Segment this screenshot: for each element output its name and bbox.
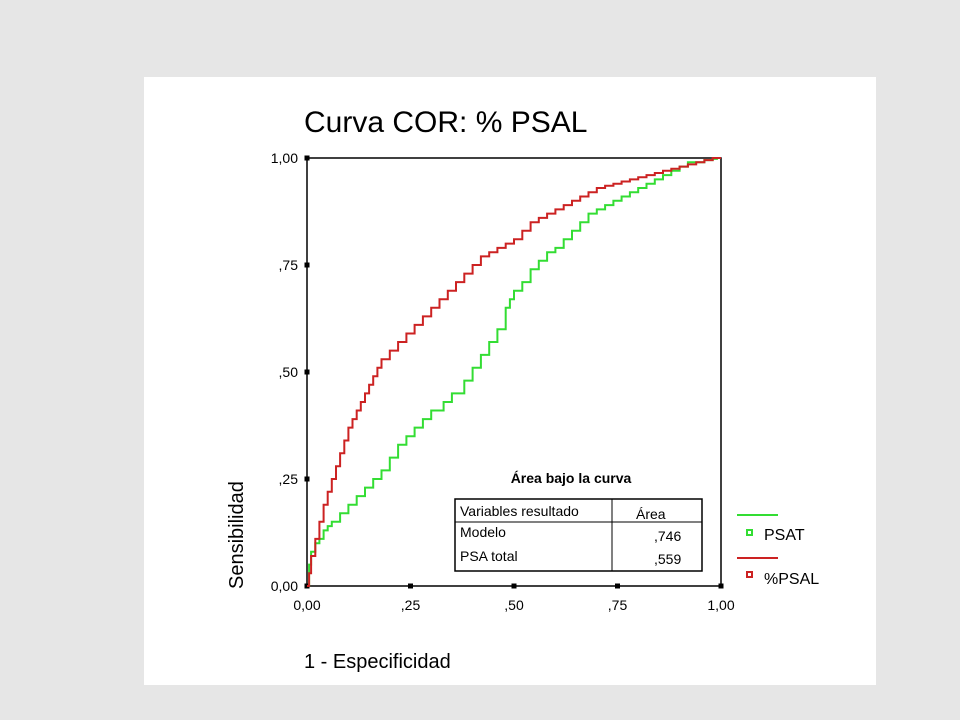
y-tick-mark [304,155,310,161]
x-tick-label: 1,00 [707,597,734,613]
series-line-psat [307,157,721,587]
auc-table-title: Área bajo la curva [511,470,632,486]
y-axis-label: Sensibilidad [226,481,248,589]
series-lines [307,157,721,587]
x-tick-mark [615,583,620,589]
series-line-psal [307,157,721,587]
y-tick-mark [304,476,310,482]
x-tick-label: ,25 [401,597,421,613]
chart-panel: Curva COR: % PSAL 0,00 0,00 ,25 ,25 ,50 ,50 ,7… [144,77,876,685]
axis-ticks: 0,00 0,00 ,25 ,25 ,50 ,50 ,75 ,75 1,00 1,00 [271,150,735,613]
y-tick-mark [304,369,310,375]
legend-marker-psat [746,529,753,536]
y-tick-mark [304,262,310,268]
y-tick-label: ,75 [279,257,299,273]
y-tick-label: ,50 [279,364,299,380]
auc-table-row-model-label: Modelo [460,524,506,540]
x-tick-label: ,75 [608,597,628,613]
auc-table-header-variable: Variables resultado [460,503,579,519]
x-tick-mark [408,583,413,589]
y-tick-label: 1,00 [271,150,298,166]
legend-label-psal: %PSAL [764,571,819,588]
legend: PSAT %PSAL [737,514,819,588]
auc-table-border [454,498,703,572]
auc-table-row-model-value: ,746 [654,528,681,544]
roc-chart: Curva COR: % PSAL 0,00 0,00 ,25 ,25 ,50 ,50 ,7… [226,106,819,673]
y-tick-label: ,25 [279,471,299,487]
legend-marker-psal [746,571,753,578]
y-tick-label: 0,00 [271,578,298,594]
x-tick-label: 0,00 [293,597,320,613]
auc-table-header-area: Área [636,506,666,522]
chart-title: Curva COR: % PSAL [304,106,587,139]
legend-label-psat: PSAT [764,527,805,544]
x-tick-mark [511,583,517,589]
x-tick-label: ,50 [504,597,524,613]
x-axis-label: 1 - Especificidad [304,651,451,673]
auc-table-row-psa-value: ,559 [654,551,681,567]
x-tick-mark [718,583,724,589]
auc-table: Área bajo la curva Variables resultado Á… [454,470,703,572]
auc-table-row-psa-label: PSA total [460,548,518,564]
